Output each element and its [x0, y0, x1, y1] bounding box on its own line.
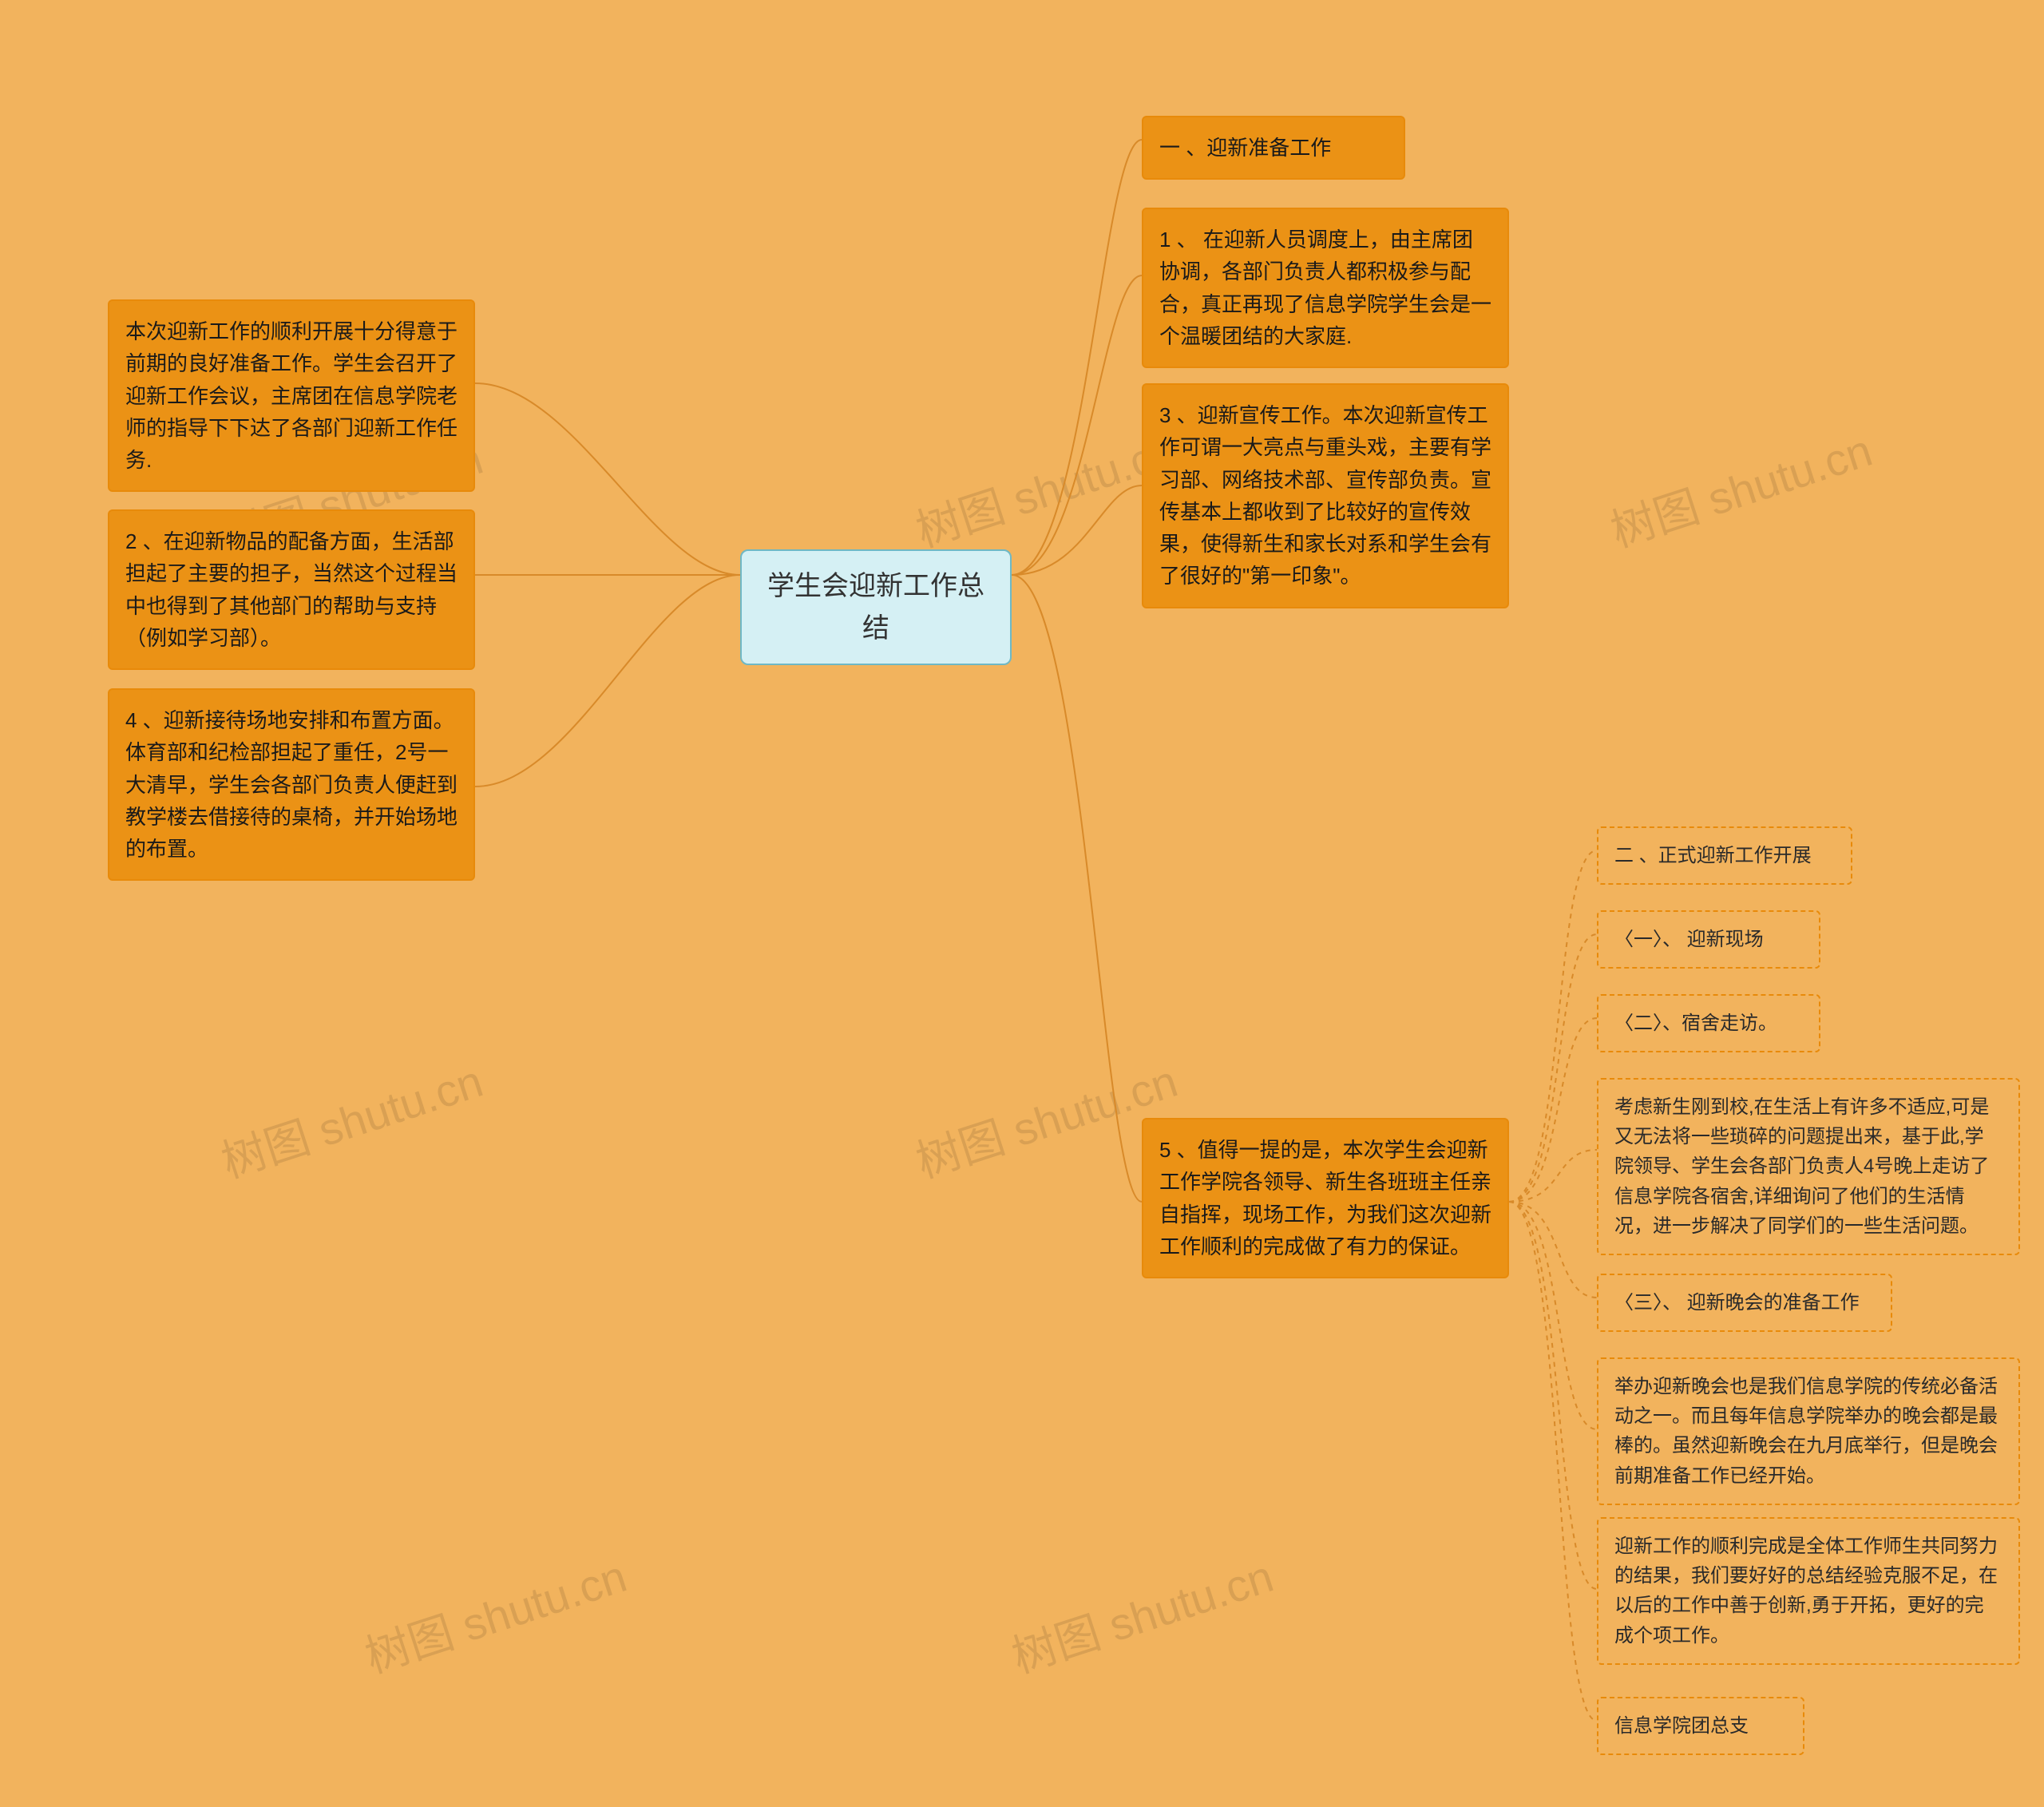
right-node-2[interactable]: 1 、 在迎新人员调度上，由主席团协调，各部门负责人都积极参与配合，真正再现了信…: [1142, 208, 1509, 368]
sub-node-7[interactable]: 迎新工作的顺利完成是全体工作师生共同努力的结果，我们要好好的总结经验克服不足，在…: [1597, 1517, 2020, 1665]
right-node-4[interactable]: 5 、值得一提的是，本次学生会迎新工作学院各领导、新生各班班主任亲自指挥，现场工…: [1142, 1118, 1509, 1278]
root-node[interactable]: 学生会迎新工作总结: [740, 549, 1012, 665]
right-node-1[interactable]: 一 、迎新准备工作: [1142, 116, 1405, 180]
sub-node-2[interactable]: 〈一〉、 迎新现场: [1597, 910, 1820, 969]
sub-node-text: 迎新工作的顺利完成是全体工作师生共同努力的结果，我们要好好的总结经验克服不足，在…: [1614, 1536, 1998, 1647]
sub-node-4[interactable]: 考虑新生刚到校,在生活上有许多不适应,可是又无法将一些琐碎的问题提出来，基于此,…: [1597, 1078, 2020, 1255]
left-node-1[interactable]: 本次迎新工作的顺利开展十分得意于前期的良好准备工作。学生会召开了迎新工作会议，主…: [108, 299, 475, 492]
sub-node-text: 〈二〉、宿舍走访。: [1614, 1012, 1777, 1034]
right-node-text: 1 、 在迎新人员调度上，由主席团协调，各部门负责人都积极参与配合，真正再现了信…: [1159, 228, 1491, 348]
left-node-3[interactable]: 4 、迎新接待场地安排和布置方面。体育部和纪检部担起了重任，2号一大清早，学生会…: [108, 688, 475, 881]
right-node-text: 5 、值得一提的是，本次学生会迎新工作学院各领导、新生各班班主任亲自指挥，现场工…: [1159, 1138, 1491, 1258]
watermark: 树图 shutu.cn: [356, 1541, 634, 1686]
right-node-3[interactable]: 3 、迎新宣传工作。本次迎新宣传工作可谓一大亮点与重头戏，主要有学习部、网络技术…: [1142, 383, 1509, 608]
sub-node-text: 二 、正式迎新工作开展: [1614, 845, 1812, 866]
left-node-2[interactable]: 2 、在迎新物品的配备方面，生活部担起了主要的担子，当然这个过程当中也得到了其他…: [108, 509, 475, 670]
sub-node-text: 考虑新生刚到校,在生活上有许多不适应,可是又无法将一些琐碎的问题提出来，基于此,…: [1614, 1096, 1989, 1237]
sub-node-6[interactable]: 举办迎新晚会也是我们信息学院的传统必备活动之一。而且每年信息学院举办的晚会都是最…: [1597, 1357, 2020, 1505]
right-node-text: 3 、迎新宣传工作。本次迎新宣传工作可谓一大亮点与重头戏，主要有学习部、网络技术…: [1159, 403, 1491, 588]
root-label: 学生会迎新工作总结: [767, 571, 984, 644]
sub-node-8[interactable]: 信息学院团总支: [1597, 1697, 1804, 1755]
left-node-text: 2 、在迎新物品的配备方面，生活部担起了主要的担子，当然这个过程当中也得到了其他…: [125, 529, 458, 650]
left-node-text: 本次迎新工作的顺利开展十分得意于前期的良好准备工作。学生会召开了迎新工作会议，主…: [125, 319, 458, 472]
sub-node-3[interactable]: 〈二〉、宿舍走访。: [1597, 994, 1820, 1052]
sub-node-1[interactable]: 二 、正式迎新工作开展: [1597, 826, 1852, 885]
sub-node-text: 举办迎新晚会也是我们信息学院的传统必备活动之一。而且每年信息学院举办的晚会都是最…: [1614, 1376, 1998, 1487]
right-node-text: 一 、迎新准备工作: [1159, 136, 1331, 160]
watermark: 树图 shutu.cn: [1602, 415, 1880, 561]
sub-node-5[interactable]: 〈三〉、 迎新晚会的准备工作: [1597, 1274, 1892, 1332]
watermark: 树图 shutu.cn: [1003, 1541, 1281, 1686]
watermark: 树图 shutu.cn: [212, 1046, 490, 1191]
sub-node-text: 信息学院团总支: [1614, 1715, 1749, 1737]
sub-node-text: 〈一〉、 迎新现场: [1614, 929, 1764, 950]
left-node-text: 4 、迎新接待场地安排和布置方面。体育部和纪检部担起了重任，2号一大清早，学生会…: [125, 708, 458, 861]
sub-node-text: 〈三〉、 迎新晚会的准备工作: [1614, 1292, 1860, 1314]
